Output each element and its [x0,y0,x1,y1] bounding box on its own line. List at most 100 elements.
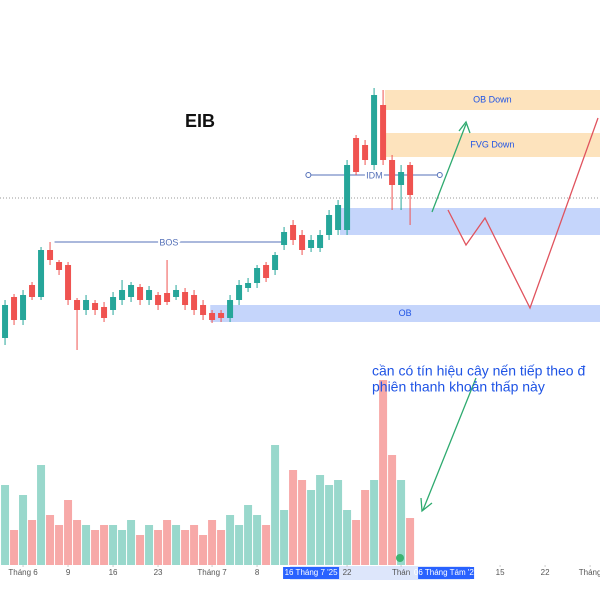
volume-bar [19,495,28,565]
volume-bar [37,465,46,565]
volume-bar [1,485,10,565]
chart-title: EIB [185,111,215,131]
volume-bar [136,535,145,565]
volume-bar [226,515,235,565]
candle-body [353,138,360,172]
zone [339,208,600,235]
volume-bar [262,525,271,565]
volume-bar [82,525,91,565]
volume-bar [10,530,19,565]
level-handle [305,172,312,178]
volume-bar [325,485,334,565]
candle-body [245,283,252,288]
candle-body [38,250,45,297]
candle-body [263,265,270,278]
candle-body [281,232,288,245]
volume-bar [316,475,325,565]
time-axis: Tháng 6 9 16 23 Tháng 7 8 16 Tháng 7 '25 22 Thán… [8,565,600,579]
volume-bar [217,530,226,565]
volume-bar [100,525,109,565]
candle-body [299,235,306,250]
note-line: phiên thanh khoản thấp này [372,379,545,395]
volume-bar [154,530,163,565]
candle-body [200,305,207,315]
candle-body [101,307,108,318]
note-line: cần có tín hiệu cây nến tiếp theo đ [372,363,585,379]
candle-body [74,300,81,310]
volume-bar [73,520,82,565]
volume-bar [244,505,253,565]
candle-body [344,165,351,230]
candle-body [317,235,324,248]
x-tick-label: Thán [392,568,410,577]
event-icon [396,554,404,562]
zone [384,90,600,110]
candle-body [47,250,54,260]
candle-body [209,313,216,320]
candle-body [308,240,315,248]
x-tick-label: Tháng 7 [197,568,227,577]
candle-body [119,290,126,300]
x-tick-label: 23 [154,568,163,577]
volume-bar [199,535,208,565]
x-tick-label: 9 [66,568,71,577]
zone [384,133,600,157]
volume-bar [208,520,217,565]
candle-body [290,225,297,240]
x-tick-label: 16 Tháng 7 '25 [285,568,339,577]
volume-bar [361,490,370,565]
candle-body [11,297,18,320]
volume-bar [64,500,73,565]
volume-bar [343,510,352,565]
volume-bar [406,518,415,565]
level-label: IDM [366,170,383,180]
zones: OB Down FVG Down OB BOS IDM [0,90,600,322]
x-tick-label: 16 [109,568,118,577]
candle-body [173,290,180,297]
candle-pane [2,88,414,350]
candle-body [371,95,378,165]
volume-bar [280,510,289,565]
candle-body [389,160,396,185]
x-tick-label: 15 [496,568,505,577]
volume-bar [307,490,316,565]
candle-body [326,215,333,235]
projection-lines [420,117,599,513]
volume-pane [1,380,415,565]
volume-bar [55,525,64,565]
volume-bar [379,380,388,565]
volume-bar [271,445,280,565]
green-projection [431,123,467,213]
candle-body [182,292,189,305]
volume-bar [145,525,154,565]
candle-body [137,287,144,300]
volume-bar [352,520,361,565]
candle-body [227,300,234,318]
candle-body [29,285,36,297]
candle-body [335,205,342,230]
candle-body [20,295,27,320]
volume-bar [172,525,181,565]
x-tick-highlight [418,567,475,579]
zone-label: FVG Down [470,139,514,149]
candle-body [398,172,405,185]
volume-bar [46,515,55,565]
candle-body [407,165,414,195]
level-handle [436,172,443,178]
x-tick-label: Tháng 6 [8,568,38,577]
x-tick-label: Tháng [579,568,600,577]
candle-body [128,285,135,297]
x-tick-label: 22 [343,568,352,577]
candle-body [146,290,153,300]
volume-bar [253,515,262,565]
volume-bar [127,520,136,565]
volume-bar [181,530,190,565]
candle-body [236,285,243,300]
candle-body [110,297,117,310]
candle-body [56,262,63,270]
candle-body [191,295,198,310]
candle-body [83,300,90,310]
level-label: BOS [159,237,178,247]
